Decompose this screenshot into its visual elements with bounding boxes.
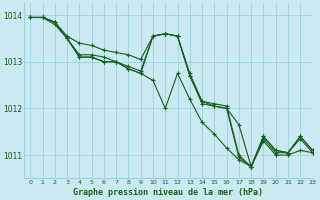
X-axis label: Graphe pression niveau de la mer (hPa): Graphe pression niveau de la mer (hPa) [73, 188, 263, 197]
